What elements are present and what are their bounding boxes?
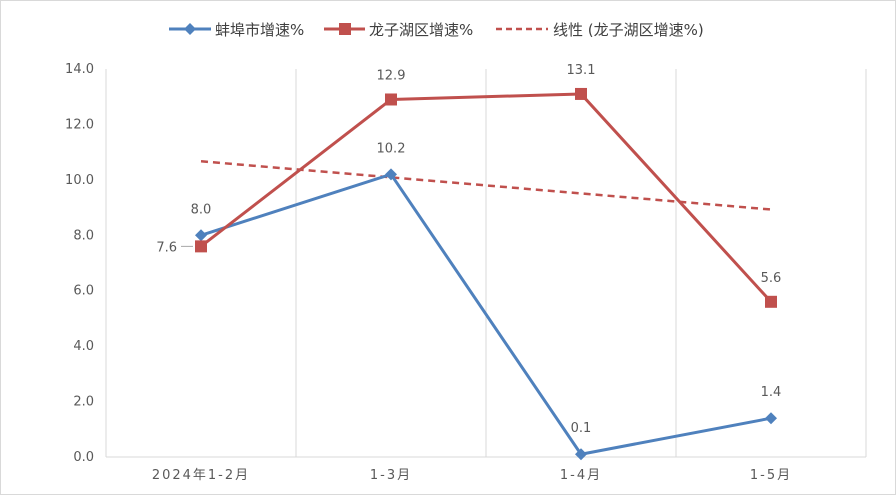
data-point-square — [195, 240, 207, 253]
y-tick-label: 2.0 — [73, 395, 94, 410]
legend-marker-bengbu — [184, 23, 196, 35]
series-line — [200, 92, 773, 303]
data-label-bengbu: 8.0 — [191, 202, 212, 217]
x-tick-label: 1-5月 — [750, 468, 792, 483]
x-tick-label: 1-4月 — [560, 468, 602, 483]
data-labels: 8.0 10.2 0.1 1.4 7.6 12.9 13.1 5.6 — [156, 63, 781, 436]
y-tick-label: 8.0 — [73, 228, 94, 243]
y-tick-label: 10.0 — [65, 173, 94, 188]
series-line — [200, 172, 772, 456]
y-tick-label: 14.0 — [65, 62, 94, 77]
data-label-longzihu: 5.6 — [761, 271, 782, 286]
data-label-bengbu: 10.2 — [377, 141, 406, 156]
x-tick-label: 2024年1-2月 — [152, 468, 250, 483]
data-point-square — [575, 87, 587, 100]
legend-marker-longzihu — [339, 23, 351, 35]
data-label-longzihu: 13.1 — [567, 63, 596, 78]
data-point-diamond — [575, 448, 587, 461]
data-point-diamond — [195, 229, 207, 242]
y-tick-label: 4.0 — [73, 339, 94, 354]
data-label-longzihu: 7.6 — [156, 240, 177, 255]
data-point-diamond — [765, 412, 777, 425]
data-point-diamond — [385, 168, 397, 181]
y-tick-label: 0.0 — [73, 450, 94, 465]
y-tick-label: 12.0 — [65, 117, 94, 132]
data-label-bengbu: 1.4 — [761, 385, 782, 400]
axes: 0.0 2.0 4.0 6.0 8.0 10.0 12.0 14.0 2024年1-2月 1-3月… — [65, 62, 866, 483]
data-label-longzihu: 12.9 — [377, 68, 406, 83]
data-point-square — [385, 93, 397, 106]
series-layer — [195, 87, 777, 461]
x-tick-label: 1-3月 — [370, 468, 412, 483]
legend-label-trendline: 线性 (龙子湖区增速%) — [553, 21, 704, 39]
data-point-square — [765, 295, 777, 308]
y-tick-label: 6.0 — [73, 284, 94, 299]
legend-label-bengbu: 蚌埠市增速% — [215, 21, 304, 39]
legend: 蚌埠市增速% 龙子湖区增速% 线性 (龙子湖区增速%) — [169, 21, 704, 39]
data-label-bengbu: 0.1 — [571, 421, 592, 436]
grid-lines — [105, 69, 867, 457]
legend-label-longzihu: 龙子湖区增速% — [369, 21, 473, 39]
